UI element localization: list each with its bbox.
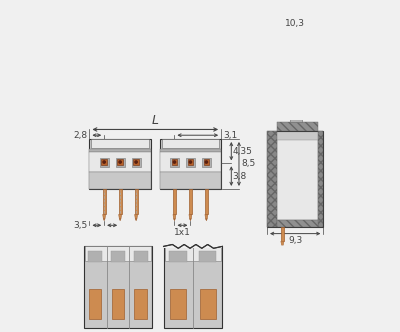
- Bar: [267, 131, 277, 227]
- Polygon shape: [135, 214, 138, 219]
- Bar: [277, 140, 318, 219]
- Bar: [112, 289, 124, 319]
- Text: 3,5: 3,5: [73, 221, 88, 230]
- Bar: [199, 251, 216, 262]
- Circle shape: [173, 161, 176, 163]
- Bar: [290, 116, 302, 123]
- Polygon shape: [205, 214, 208, 219]
- Circle shape: [103, 161, 105, 163]
- Text: 4,35: 4,35: [232, 147, 252, 156]
- Bar: [119, 189, 122, 214]
- Bar: [202, 158, 211, 167]
- Bar: [277, 123, 318, 131]
- Text: 1x1: 1x1: [174, 228, 191, 237]
- Bar: [284, 76, 294, 84]
- Bar: [111, 251, 125, 262]
- Polygon shape: [281, 241, 284, 245]
- Bar: [117, 159, 123, 165]
- Bar: [170, 289, 186, 319]
- Bar: [90, 149, 151, 152]
- Polygon shape: [174, 219, 175, 221]
- Circle shape: [119, 161, 121, 163]
- Bar: [103, 189, 106, 214]
- Text: 10,3: 10,3: [285, 19, 305, 28]
- Bar: [186, 158, 195, 167]
- Bar: [160, 139, 221, 189]
- Polygon shape: [190, 219, 191, 221]
- Bar: [170, 158, 179, 167]
- Bar: [172, 159, 177, 165]
- Bar: [85, 246, 151, 261]
- Polygon shape: [103, 214, 106, 219]
- Bar: [277, 219, 318, 227]
- Bar: [173, 189, 176, 214]
- Bar: [267, 131, 323, 227]
- Circle shape: [135, 161, 137, 163]
- Bar: [165, 246, 221, 261]
- Bar: [90, 172, 151, 189]
- Bar: [88, 251, 102, 262]
- Bar: [160, 149, 221, 152]
- Bar: [164, 246, 222, 328]
- Bar: [285, 105, 294, 110]
- Bar: [100, 158, 109, 167]
- Bar: [188, 159, 193, 165]
- Circle shape: [189, 161, 192, 163]
- Text: 2,8: 2,8: [74, 131, 88, 140]
- Bar: [200, 289, 216, 319]
- Bar: [295, 91, 303, 102]
- Bar: [189, 189, 192, 214]
- Text: L: L: [152, 114, 159, 127]
- Bar: [101, 159, 107, 165]
- Bar: [170, 251, 187, 262]
- Bar: [132, 158, 140, 167]
- Text: 3,1: 3,1: [223, 131, 237, 140]
- Bar: [90, 152, 151, 172]
- Polygon shape: [173, 214, 176, 219]
- Bar: [84, 246, 152, 328]
- Bar: [281, 227, 284, 241]
- Bar: [289, 82, 317, 87]
- Bar: [204, 159, 209, 165]
- Bar: [133, 159, 139, 165]
- Text: 3,8: 3,8: [232, 172, 247, 181]
- Bar: [116, 158, 125, 167]
- Circle shape: [205, 161, 208, 163]
- Polygon shape: [135, 219, 137, 221]
- Bar: [318, 131, 323, 227]
- Polygon shape: [206, 219, 207, 221]
- Bar: [135, 189, 138, 214]
- Bar: [162, 139, 219, 148]
- Bar: [160, 152, 221, 172]
- Bar: [90, 139, 151, 189]
- Polygon shape: [103, 219, 105, 221]
- Polygon shape: [189, 214, 192, 219]
- Polygon shape: [119, 219, 121, 221]
- Bar: [91, 139, 149, 148]
- Bar: [164, 244, 222, 248]
- Bar: [160, 172, 221, 189]
- Bar: [134, 251, 148, 262]
- Polygon shape: [119, 214, 122, 219]
- Bar: [134, 289, 147, 319]
- Polygon shape: [317, 82, 321, 87]
- Bar: [89, 289, 101, 319]
- Bar: [205, 189, 208, 214]
- Text: 8,5: 8,5: [241, 159, 255, 168]
- Text: 9,3: 9,3: [288, 236, 302, 245]
